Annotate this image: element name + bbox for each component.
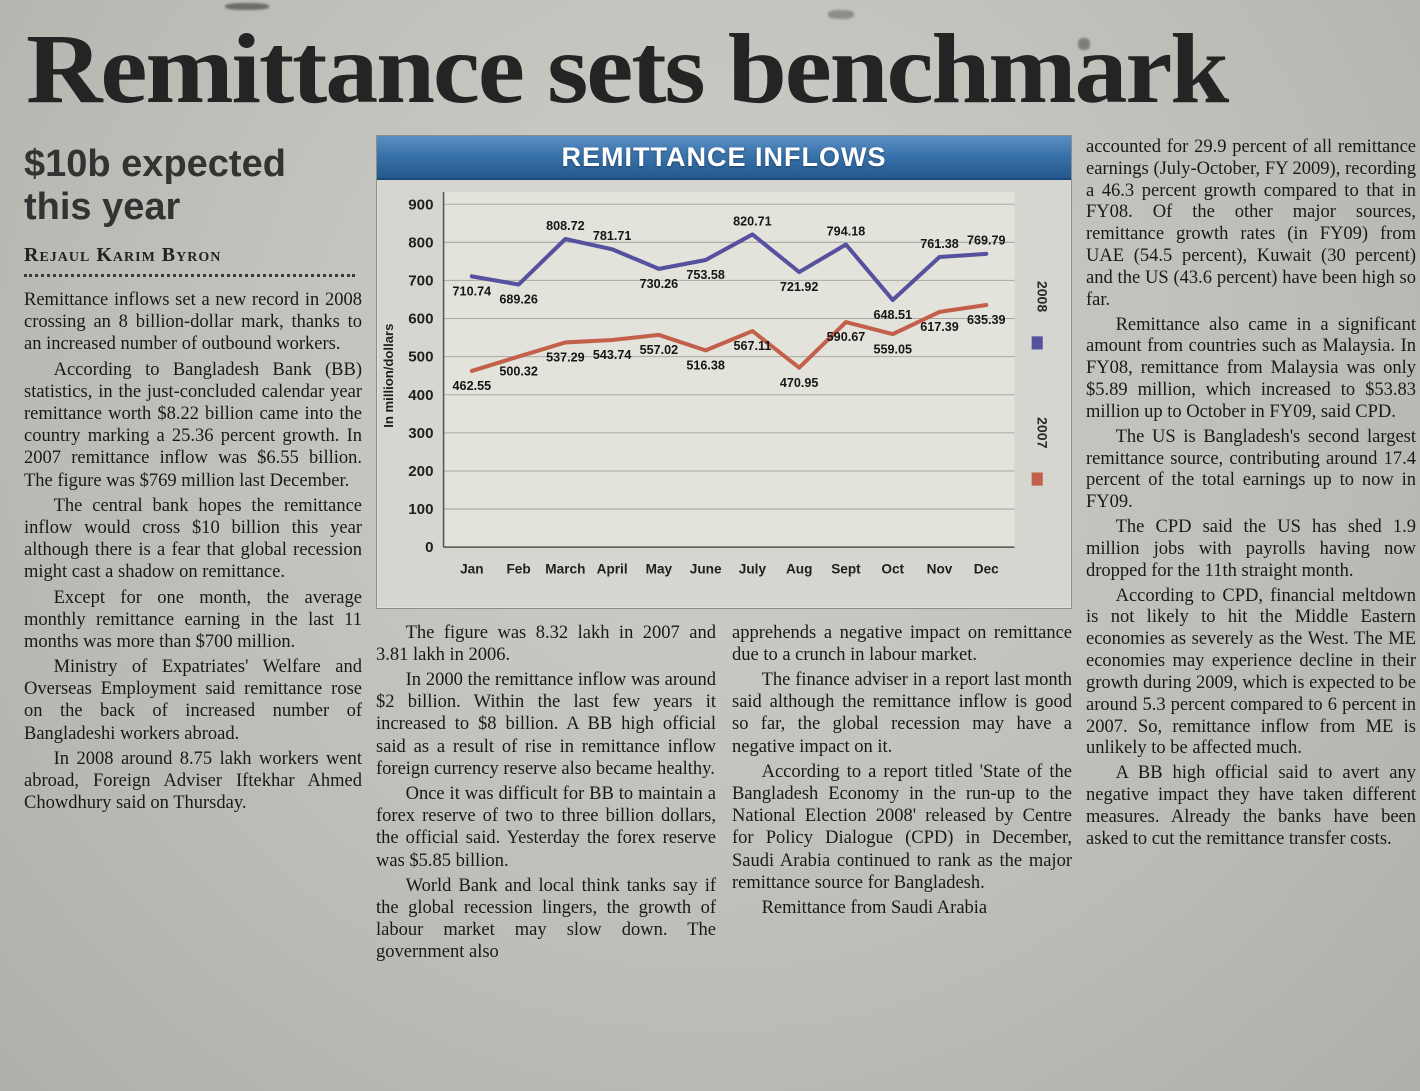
- chart-svg: 0 100 200 300 400 500 600 700 800 900 Jan Feb March A…: [381, 192, 1051, 576]
- left-column-text: Remittance inflows set a new record in 2…: [24, 289, 362, 814]
- svg-text:May: May: [646, 561, 673, 576]
- paragraph: Remittance inflows set a new record in 2…: [24, 290, 362, 355]
- svg-text:2007: 2007: [1035, 417, 1051, 449]
- svg-text:721.92: 721.92: [780, 280, 819, 294]
- svg-text:559.05: 559.05: [873, 342, 912, 356]
- svg-text:557.02: 557.02: [640, 343, 679, 357]
- paragraph: The central bank hopes the remittance in…: [24, 495, 362, 583]
- paragraph: The figure was 8.32 lakh in 2007 and 3.8…: [376, 622, 716, 665]
- svg-text:0: 0: [425, 539, 433, 556]
- svg-text:543.74: 543.74: [593, 348, 632, 362]
- svg-text:781.71: 781.71: [593, 229, 632, 243]
- paragraph: In 2000 the remittance inflow was around…: [376, 670, 716, 779]
- paragraph: A BB high official said to avert any neg…: [1086, 763, 1416, 849]
- svg-text:537.29: 537.29: [546, 351, 585, 365]
- svg-text:617.39: 617.39: [920, 320, 959, 334]
- svg-text:761.38: 761.38: [920, 237, 959, 251]
- svg-text:600: 600: [408, 311, 433, 328]
- svg-text:470.95: 470.95: [780, 376, 819, 390]
- paragraph: Ministry of Expatriates' Welfare and Ove…: [24, 657, 362, 744]
- svg-text:200: 200: [408, 463, 433, 480]
- paragraph: World Bank and local think tanks say if …: [376, 875, 716, 963]
- paragraph: According to a report titled 'State of t…: [732, 761, 1072, 893]
- scan-artifact: [828, 10, 854, 19]
- svg-text:753.58: 753.58: [686, 268, 725, 282]
- svg-text:516.38: 516.38: [686, 359, 725, 373]
- svg-text:900: 900: [408, 196, 433, 213]
- svg-text:Feb: Feb: [506, 561, 530, 576]
- svg-text:100: 100: [408, 501, 433, 518]
- svg-text:Jan: Jan: [460, 561, 483, 576]
- paragraph: In 2008 around 8.75 lakh workers went ab…: [24, 748, 362, 814]
- svg-text:590.67: 590.67: [827, 330, 866, 344]
- svg-text:Nov: Nov: [927, 561, 953, 576]
- middle-text-columns: The figure was 8.32 lakh in 2007 and 3.8…: [376, 622, 1072, 967]
- svg-text:820.71: 820.71: [733, 214, 772, 228]
- paragraph: According to CPD, financial meltdown is …: [1086, 585, 1416, 759]
- svg-text:In million/dollars: In million/dollars: [381, 324, 396, 428]
- svg-text:710.74: 710.74: [453, 284, 492, 298]
- svg-text:Oct: Oct: [881, 561, 904, 576]
- svg-text:March: March: [545, 561, 585, 576]
- middle-column: REMITTANCE INFLOWS 0 100 200 300 400 500 600 70…: [376, 135, 1072, 967]
- svg-text:2008: 2008: [1035, 281, 1051, 313]
- svg-text:769.79: 769.79: [967, 234, 1006, 248]
- svg-text:400: 400: [408, 387, 433, 404]
- right-column: accounted for 29.9 percent of all remitt…: [1086, 135, 1416, 854]
- scan-artifact: [225, 3, 269, 10]
- article-body: $10b expected this year Rejaul Karim Byr…: [0, 121, 1420, 967]
- byline: Rejaul Karim Byron: [24, 244, 222, 267]
- svg-text:730.26: 730.26: [640, 277, 679, 291]
- paragraph: Remittance also came in a significant am…: [1086, 314, 1416, 422]
- paragraph: The US is Bangladesh's second largest re…: [1086, 426, 1416, 513]
- svg-text:Sept: Sept: [831, 561, 861, 576]
- subhead: $10b expected this year: [24, 143, 286, 228]
- svg-text:April: April: [597, 561, 628, 576]
- chart-title: REMITTANCE INFLOWS: [377, 136, 1071, 180]
- svg-text:June: June: [690, 561, 722, 576]
- paragraph: Except for one month, the average monthl…: [24, 587, 362, 652]
- paragraph: Once it was difficult for BB to maintain…: [376, 784, 716, 871]
- paragraph: apprehends a negative impact on remittan…: [732, 622, 1072, 665]
- left-column: $10b expected this year Rejaul Karim Byr…: [24, 135, 362, 817]
- svg-text:567.11: 567.11: [734, 339, 772, 353]
- remittance-chart: REMITTANCE INFLOWS 0 100 200 300 400 500 600 70…: [376, 135, 1072, 609]
- svg-text:635.39: 635.39: [967, 313, 1006, 327]
- svg-text:500: 500: [408, 349, 433, 366]
- byline-divider: [24, 274, 356, 278]
- paragraph: accounted for 29.9 percent of all remitt…: [1086, 137, 1416, 310]
- headline: Remittance sets benchmark: [26, 13, 1229, 124]
- middle-subcolumn-2: apprehends a negative impact on remittan…: [732, 622, 1072, 967]
- paragraph: The CPD said the US has shed 1.9 million…: [1086, 517, 1416, 581]
- svg-text:Aug: Aug: [786, 561, 812, 576]
- svg-text:300: 300: [408, 425, 433, 442]
- paragraph: Remittance from Saudi Arabia: [761, 897, 988, 918]
- svg-text:648.51: 648.51: [873, 308, 912, 322]
- paragraph: According to Bangladesh Bank (BB) statis…: [24, 359, 362, 491]
- svg-text:July: July: [739, 561, 767, 576]
- middle-subcolumn-1: The figure was 8.32 lakh in 2007 and 3.8…: [376, 622, 716, 967]
- svg-text:794.18: 794.18: [827, 224, 866, 238]
- svg-text:500.32: 500.32: [499, 365, 538, 379]
- paragraph: The finance adviser in a report last mon…: [732, 670, 1072, 757]
- svg-text:Dec: Dec: [974, 561, 999, 576]
- svg-text:462.55: 462.55: [453, 379, 492, 393]
- svg-text:689.26: 689.26: [499, 293, 538, 307]
- svg-text:700: 700: [408, 272, 433, 289]
- scan-artifact: [1078, 38, 1090, 50]
- svg-text:808.72: 808.72: [546, 219, 585, 233]
- svg-text:800: 800: [408, 234, 433, 251]
